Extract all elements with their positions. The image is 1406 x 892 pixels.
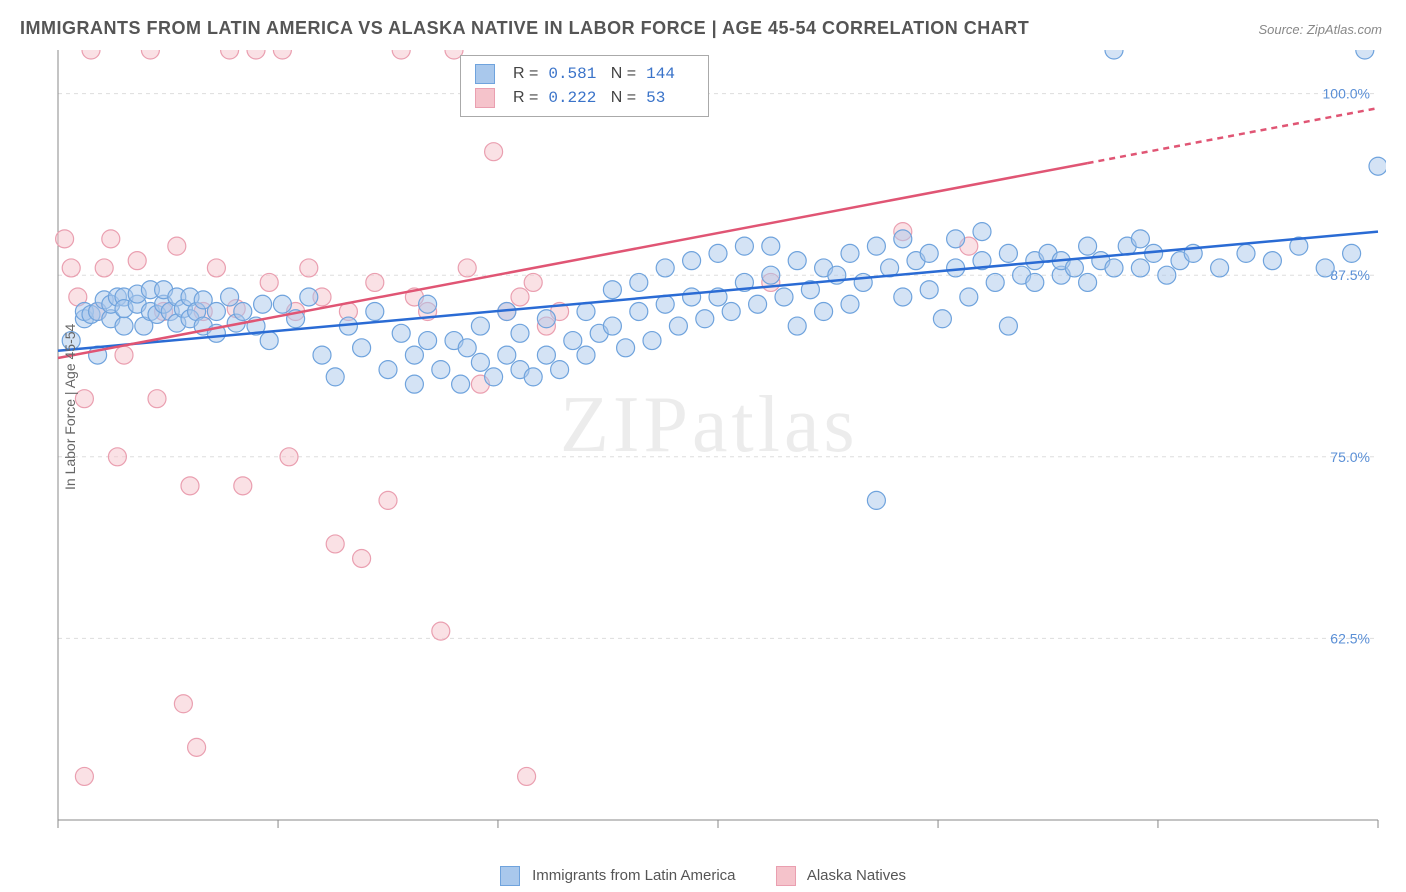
n-value-pink: 53 — [646, 86, 694, 110]
svg-text:62.5%: 62.5% — [1330, 630, 1370, 646]
svg-text:100.0%: 100.0% — [1323, 86, 1370, 102]
stats-swatch-blue — [475, 64, 495, 84]
n-value-blue: 144 — [646, 62, 694, 86]
chart-title: IMMIGRANTS FROM LATIN AMERICA VS ALASKA … — [20, 18, 1029, 39]
legend-item-pink: Alaska Natives — [776, 866, 907, 886]
legend-label-pink: Alaska Natives — [807, 867, 906, 884]
legend-item-blue: Immigrants from Latin America — [500, 866, 736, 886]
stats-row-blue: R = 0.581 N = 144 — [475, 62, 694, 86]
svg-text:75.0%: 75.0% — [1330, 449, 1370, 465]
r-value-pink: 0.222 — [548, 86, 596, 110]
svg-text:87.5%: 87.5% — [1330, 267, 1370, 283]
stats-row-pink: R = 0.222 N = 53 — [475, 86, 694, 110]
r-value-blue: 0.581 — [548, 62, 596, 86]
source-citation: Source: ZipAtlas.com — [1258, 22, 1382, 37]
y-axis-label: In Labor Force | Age 45-54 — [62, 324, 78, 490]
legend-swatch-pink — [776, 866, 796, 886]
bottom-legend: Immigrants from Latin America Alaska Nat… — [0, 866, 1406, 886]
legend-label-blue: Immigrants from Latin America — [532, 867, 735, 884]
correlation-stats-box: R = 0.581 N = 144 R = 0.222 N = 53 — [460, 55, 709, 117]
chart-area: 62.5%75.0%87.5%100.0%0.0%100.0% In Labor… — [48, 50, 1386, 830]
scatter-plot-svg: 62.5%75.0%87.5%100.0%0.0%100.0% — [48, 50, 1386, 830]
stats-swatch-pink — [475, 88, 495, 108]
legend-swatch-blue — [500, 866, 520, 886]
